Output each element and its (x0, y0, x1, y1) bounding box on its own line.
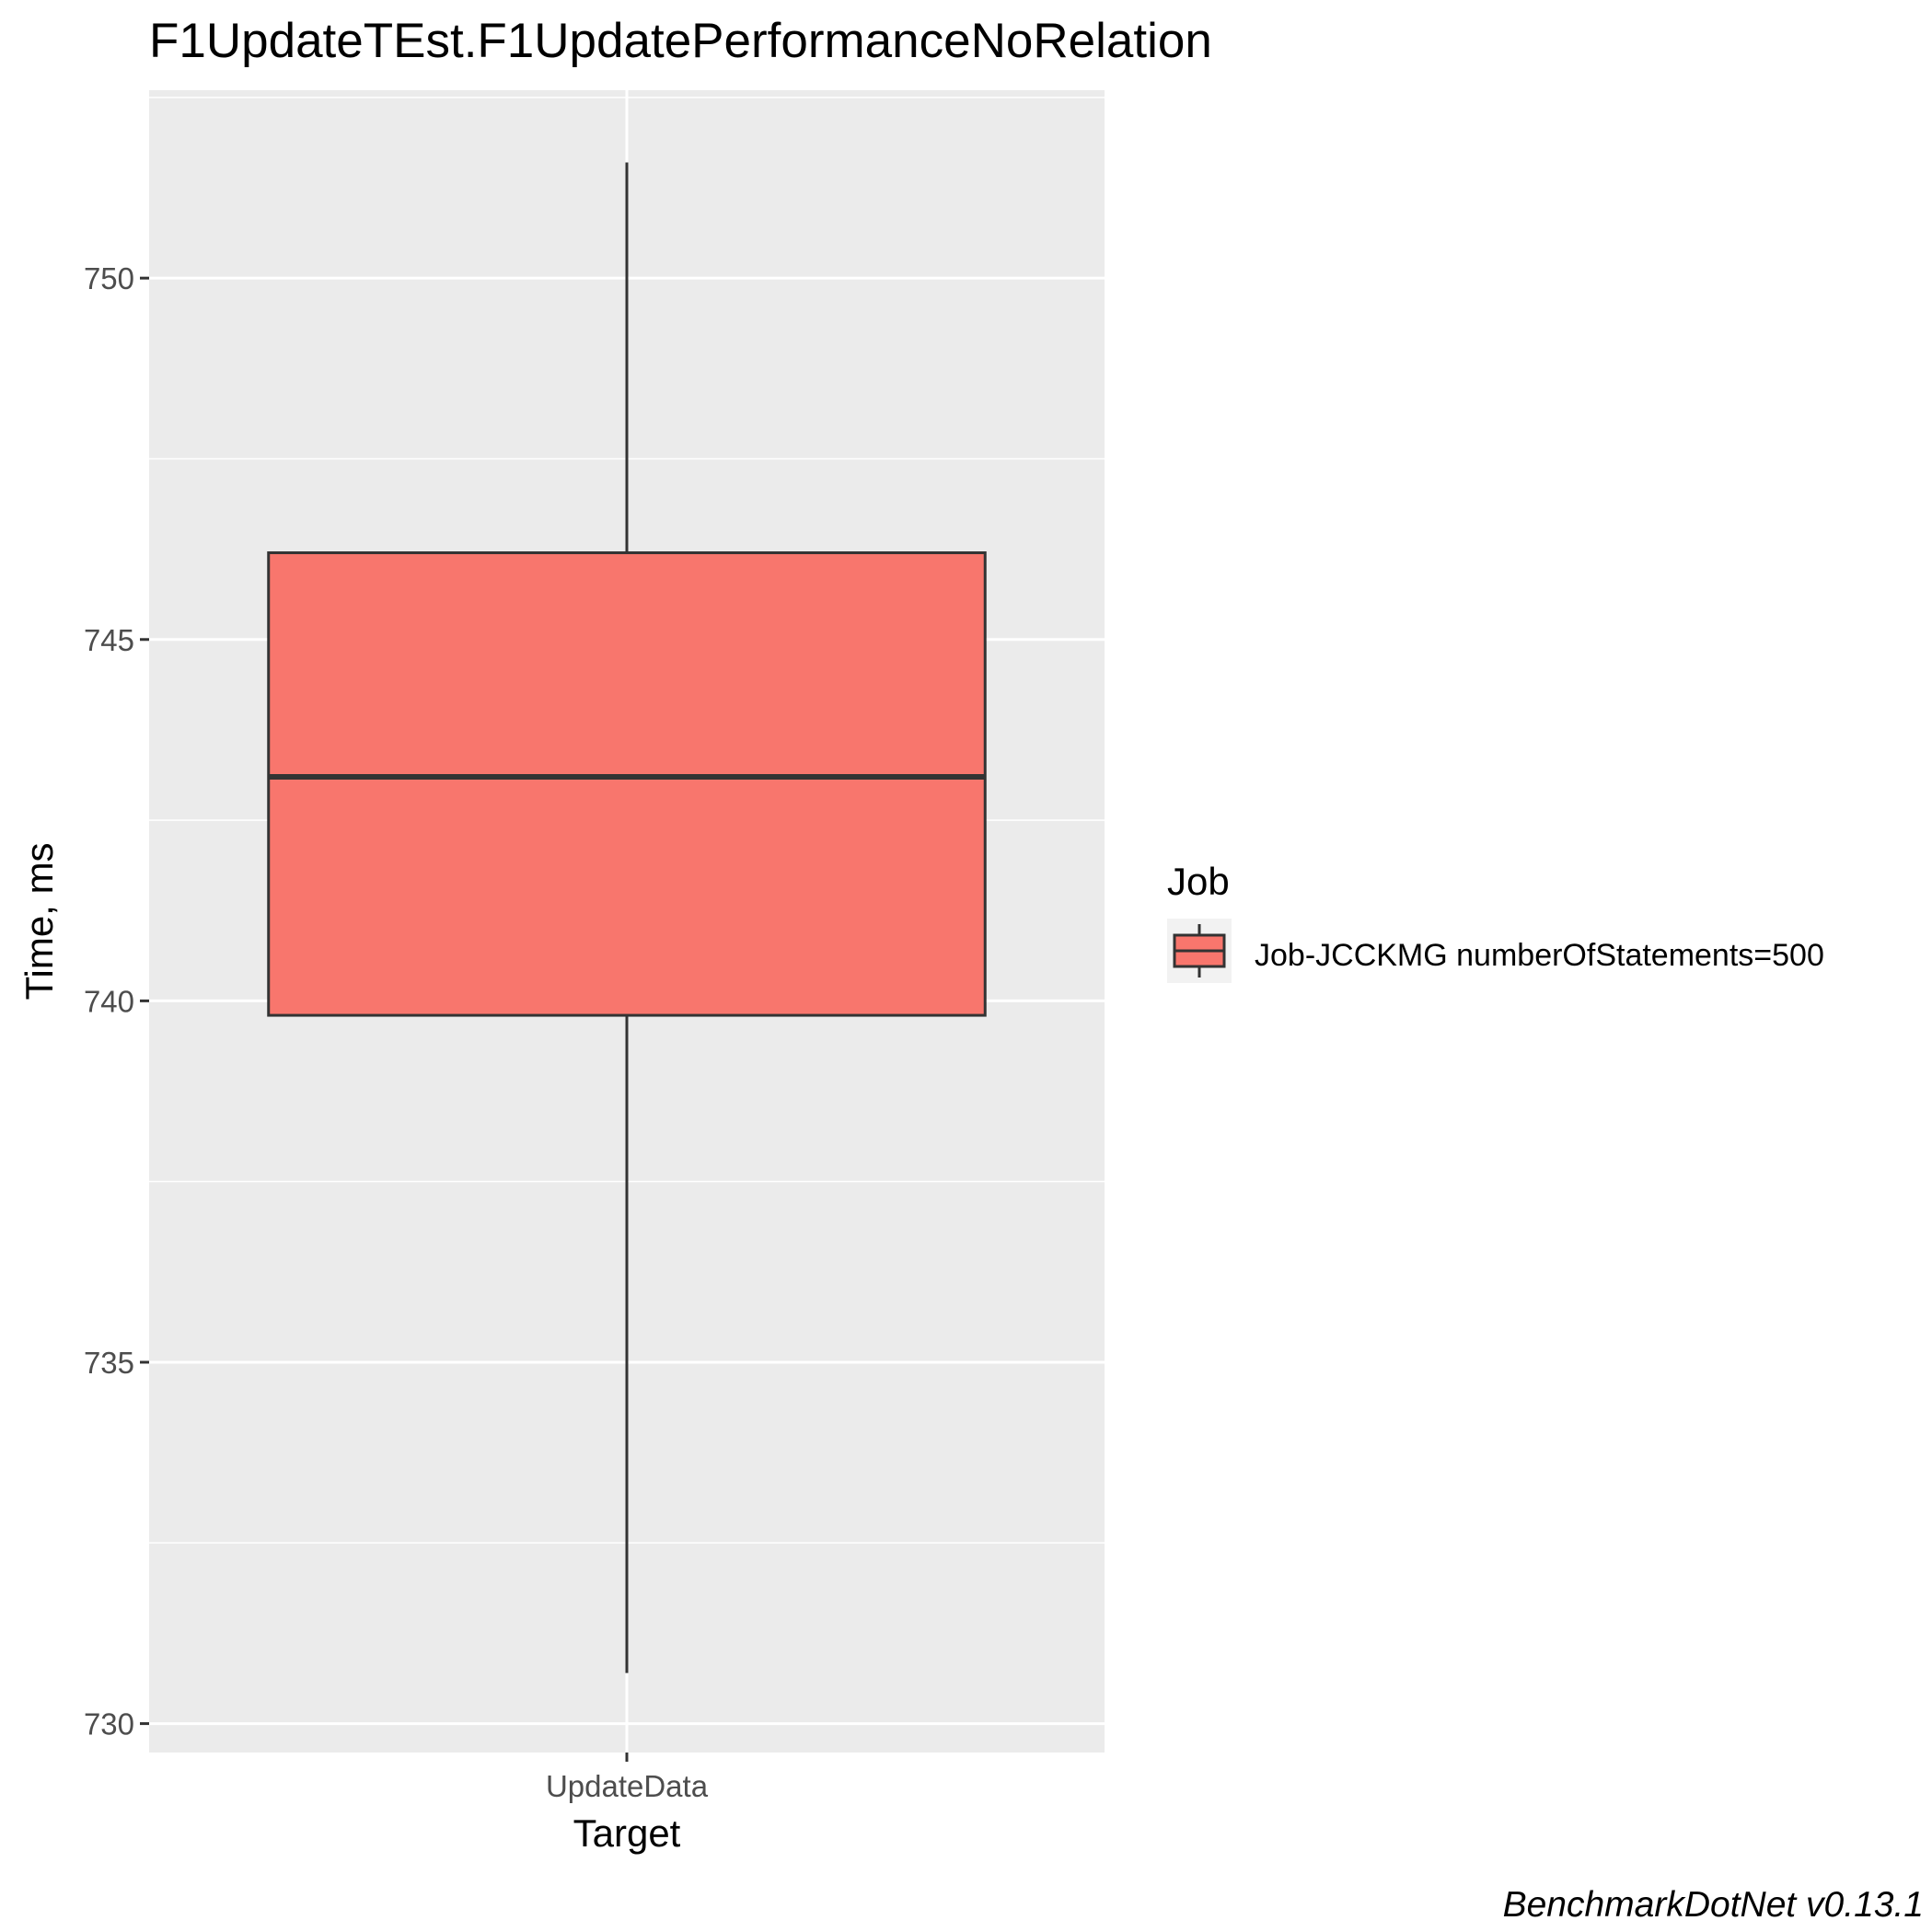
y-tick-label: 750 (84, 261, 134, 295)
legend-key (1167, 919, 1232, 983)
y-axis-title: Time, ms (17, 842, 61, 1000)
y-axis: 730 735 740 745 750 (84, 261, 149, 1741)
caption: BenchmarkDotNet v0.13.1 (1503, 1885, 1924, 1925)
y-tick-label: 735 (84, 1346, 134, 1380)
legend-title: Job (1167, 860, 1230, 903)
x-tick-label: UpdateData (546, 1769, 709, 1803)
chart-title: F1UpdateTEst.F1UpdatePerformanceNoRelati… (149, 14, 1212, 68)
box-iqr (267, 551, 987, 1017)
y-tick-label: 730 (84, 1707, 134, 1741)
legend: Job Job-JCCKMG numberOfStatements=500 (1167, 860, 1824, 983)
x-axis: UpdateData (546, 1753, 709, 1803)
y-tick-label: 740 (84, 984, 134, 1018)
x-axis-title: Target (573, 1811, 681, 1855)
y-tick-label: 745 (84, 623, 134, 657)
box-layer (267, 162, 987, 1673)
legend-entry-label: Job-JCCKMG numberOfStatements=500 (1255, 938, 1824, 973)
